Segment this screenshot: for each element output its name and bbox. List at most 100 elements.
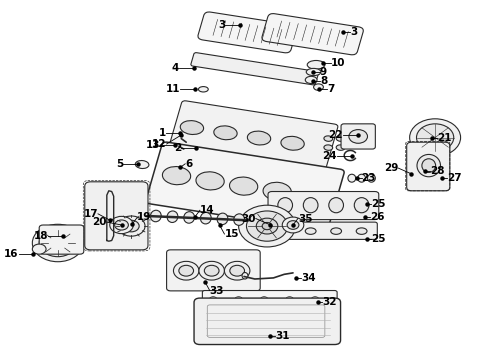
Text: 9: 9: [320, 67, 327, 77]
Text: 5: 5: [116, 159, 123, 169]
Text: 7: 7: [327, 84, 334, 94]
Text: 25: 25: [371, 199, 386, 210]
Ellipse shape: [281, 136, 304, 150]
FancyBboxPatch shape: [268, 192, 379, 220]
Ellipse shape: [234, 214, 245, 225]
Text: 18: 18: [33, 231, 48, 241]
Text: 11: 11: [166, 84, 180, 94]
FancyBboxPatch shape: [202, 291, 337, 309]
Text: 34: 34: [301, 273, 316, 283]
Text: 16: 16: [4, 249, 19, 259]
Circle shape: [239, 205, 295, 247]
Text: 26: 26: [370, 212, 385, 222]
Ellipse shape: [305, 76, 317, 84]
Text: 14: 14: [200, 205, 215, 215]
Ellipse shape: [198, 86, 208, 92]
Ellipse shape: [305, 228, 316, 234]
Ellipse shape: [196, 172, 224, 190]
Text: 10: 10: [331, 58, 345, 68]
Circle shape: [230, 265, 245, 276]
Text: 24: 24: [322, 150, 337, 161]
FancyBboxPatch shape: [341, 124, 375, 149]
Ellipse shape: [184, 212, 195, 223]
Ellipse shape: [217, 213, 228, 225]
Text: 22: 22: [328, 130, 343, 140]
Circle shape: [286, 297, 294, 302]
Ellipse shape: [150, 210, 161, 222]
Text: 25: 25: [371, 234, 386, 244]
Text: 27: 27: [447, 173, 462, 183]
Ellipse shape: [329, 198, 343, 213]
Text: 33: 33: [210, 285, 224, 296]
Ellipse shape: [229, 177, 258, 195]
Circle shape: [173, 261, 199, 280]
Text: 32: 32: [322, 297, 337, 307]
Ellipse shape: [331, 228, 342, 234]
Text: 3: 3: [350, 27, 358, 37]
Circle shape: [48, 236, 68, 250]
Ellipse shape: [348, 174, 356, 182]
Ellipse shape: [324, 145, 333, 150]
FancyBboxPatch shape: [167, 250, 260, 291]
FancyBboxPatch shape: [262, 14, 363, 55]
Ellipse shape: [307, 60, 325, 69]
Text: 29: 29: [384, 163, 398, 173]
Ellipse shape: [417, 154, 441, 177]
Ellipse shape: [336, 145, 345, 150]
Ellipse shape: [314, 84, 323, 90]
Ellipse shape: [358, 174, 366, 182]
FancyBboxPatch shape: [407, 142, 450, 191]
FancyBboxPatch shape: [146, 142, 344, 231]
Circle shape: [224, 261, 250, 280]
Circle shape: [410, 119, 461, 156]
Ellipse shape: [181, 165, 189, 172]
Ellipse shape: [280, 228, 291, 234]
Circle shape: [287, 221, 299, 229]
FancyBboxPatch shape: [194, 298, 341, 345]
Text: 20: 20: [92, 217, 107, 227]
Ellipse shape: [303, 198, 318, 213]
Ellipse shape: [247, 131, 270, 145]
Ellipse shape: [349, 130, 368, 143]
Ellipse shape: [278, 198, 293, 213]
Ellipse shape: [263, 182, 292, 201]
Circle shape: [39, 229, 76, 257]
Text: 19: 19: [137, 212, 151, 222]
Ellipse shape: [167, 211, 178, 222]
Text: 2: 2: [174, 143, 181, 153]
Ellipse shape: [336, 136, 345, 141]
Circle shape: [179, 265, 194, 276]
Ellipse shape: [422, 159, 436, 172]
Text: 4: 4: [172, 63, 179, 73]
FancyBboxPatch shape: [85, 182, 148, 250]
Ellipse shape: [214, 126, 237, 140]
Circle shape: [118, 216, 145, 236]
FancyBboxPatch shape: [198, 12, 297, 53]
Ellipse shape: [162, 167, 191, 185]
Ellipse shape: [368, 174, 375, 182]
Circle shape: [199, 261, 224, 280]
Circle shape: [235, 297, 243, 302]
Circle shape: [123, 220, 139, 232]
Text: 12: 12: [152, 139, 167, 149]
Ellipse shape: [354, 198, 369, 213]
Circle shape: [262, 222, 272, 230]
Circle shape: [416, 124, 454, 151]
Circle shape: [260, 297, 268, 302]
Text: 31: 31: [275, 330, 290, 341]
Circle shape: [115, 220, 128, 230]
Text: 8: 8: [320, 76, 327, 86]
Circle shape: [32, 244, 46, 254]
Ellipse shape: [324, 136, 333, 141]
Text: 3: 3: [218, 20, 225, 30]
Ellipse shape: [356, 228, 367, 234]
Circle shape: [110, 216, 133, 234]
Circle shape: [32, 224, 83, 262]
Ellipse shape: [173, 163, 182, 172]
Ellipse shape: [135, 161, 149, 168]
Text: 6: 6: [185, 159, 193, 169]
FancyBboxPatch shape: [270, 222, 377, 239]
Text: 17: 17: [83, 209, 98, 219]
Circle shape: [246, 211, 288, 241]
Circle shape: [311, 297, 319, 302]
